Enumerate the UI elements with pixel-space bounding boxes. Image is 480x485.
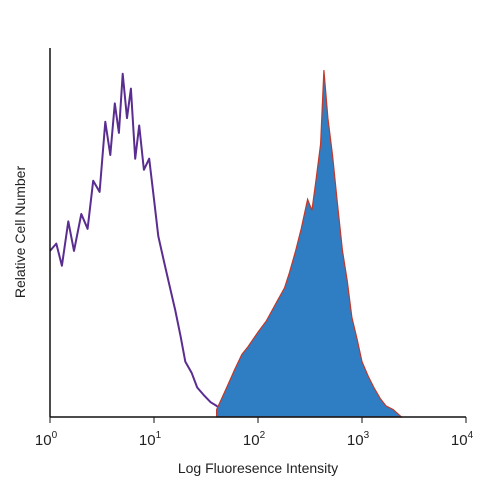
x-tick-base: 10 <box>347 432 364 449</box>
x-tick-label: 102 <box>243 430 266 449</box>
control-histogram-outline <box>49 72 228 415</box>
x-tick-exponent: 1 <box>156 430 162 441</box>
x-tick-base: 10 <box>451 432 468 449</box>
x-tick-label: 101 <box>139 430 162 449</box>
x-tick-label: 100 <box>35 430 58 449</box>
x-tick-exponent: 0 <box>52 430 58 441</box>
x-tick-base: 10 <box>139 432 156 449</box>
series-layer <box>49 70 404 418</box>
x-tick-exponent: 4 <box>468 430 474 441</box>
x-tick-label: 104 <box>451 430 474 449</box>
x-axis-title: Log Fluoresence Intensity <box>178 460 338 476</box>
x-tick-label: 103 <box>347 430 370 449</box>
y-axis-title: Relative Cell Number <box>12 166 28 299</box>
x-tick-base: 10 <box>243 432 260 449</box>
positive-histogram-filled <box>216 70 404 418</box>
x-tick-exponent: 3 <box>364 430 370 441</box>
x-tick-base: 10 <box>35 432 52 449</box>
ticks-layer: 100 101 102 103 104 <box>35 417 474 449</box>
x-tick-exponent: 2 <box>260 430 266 441</box>
